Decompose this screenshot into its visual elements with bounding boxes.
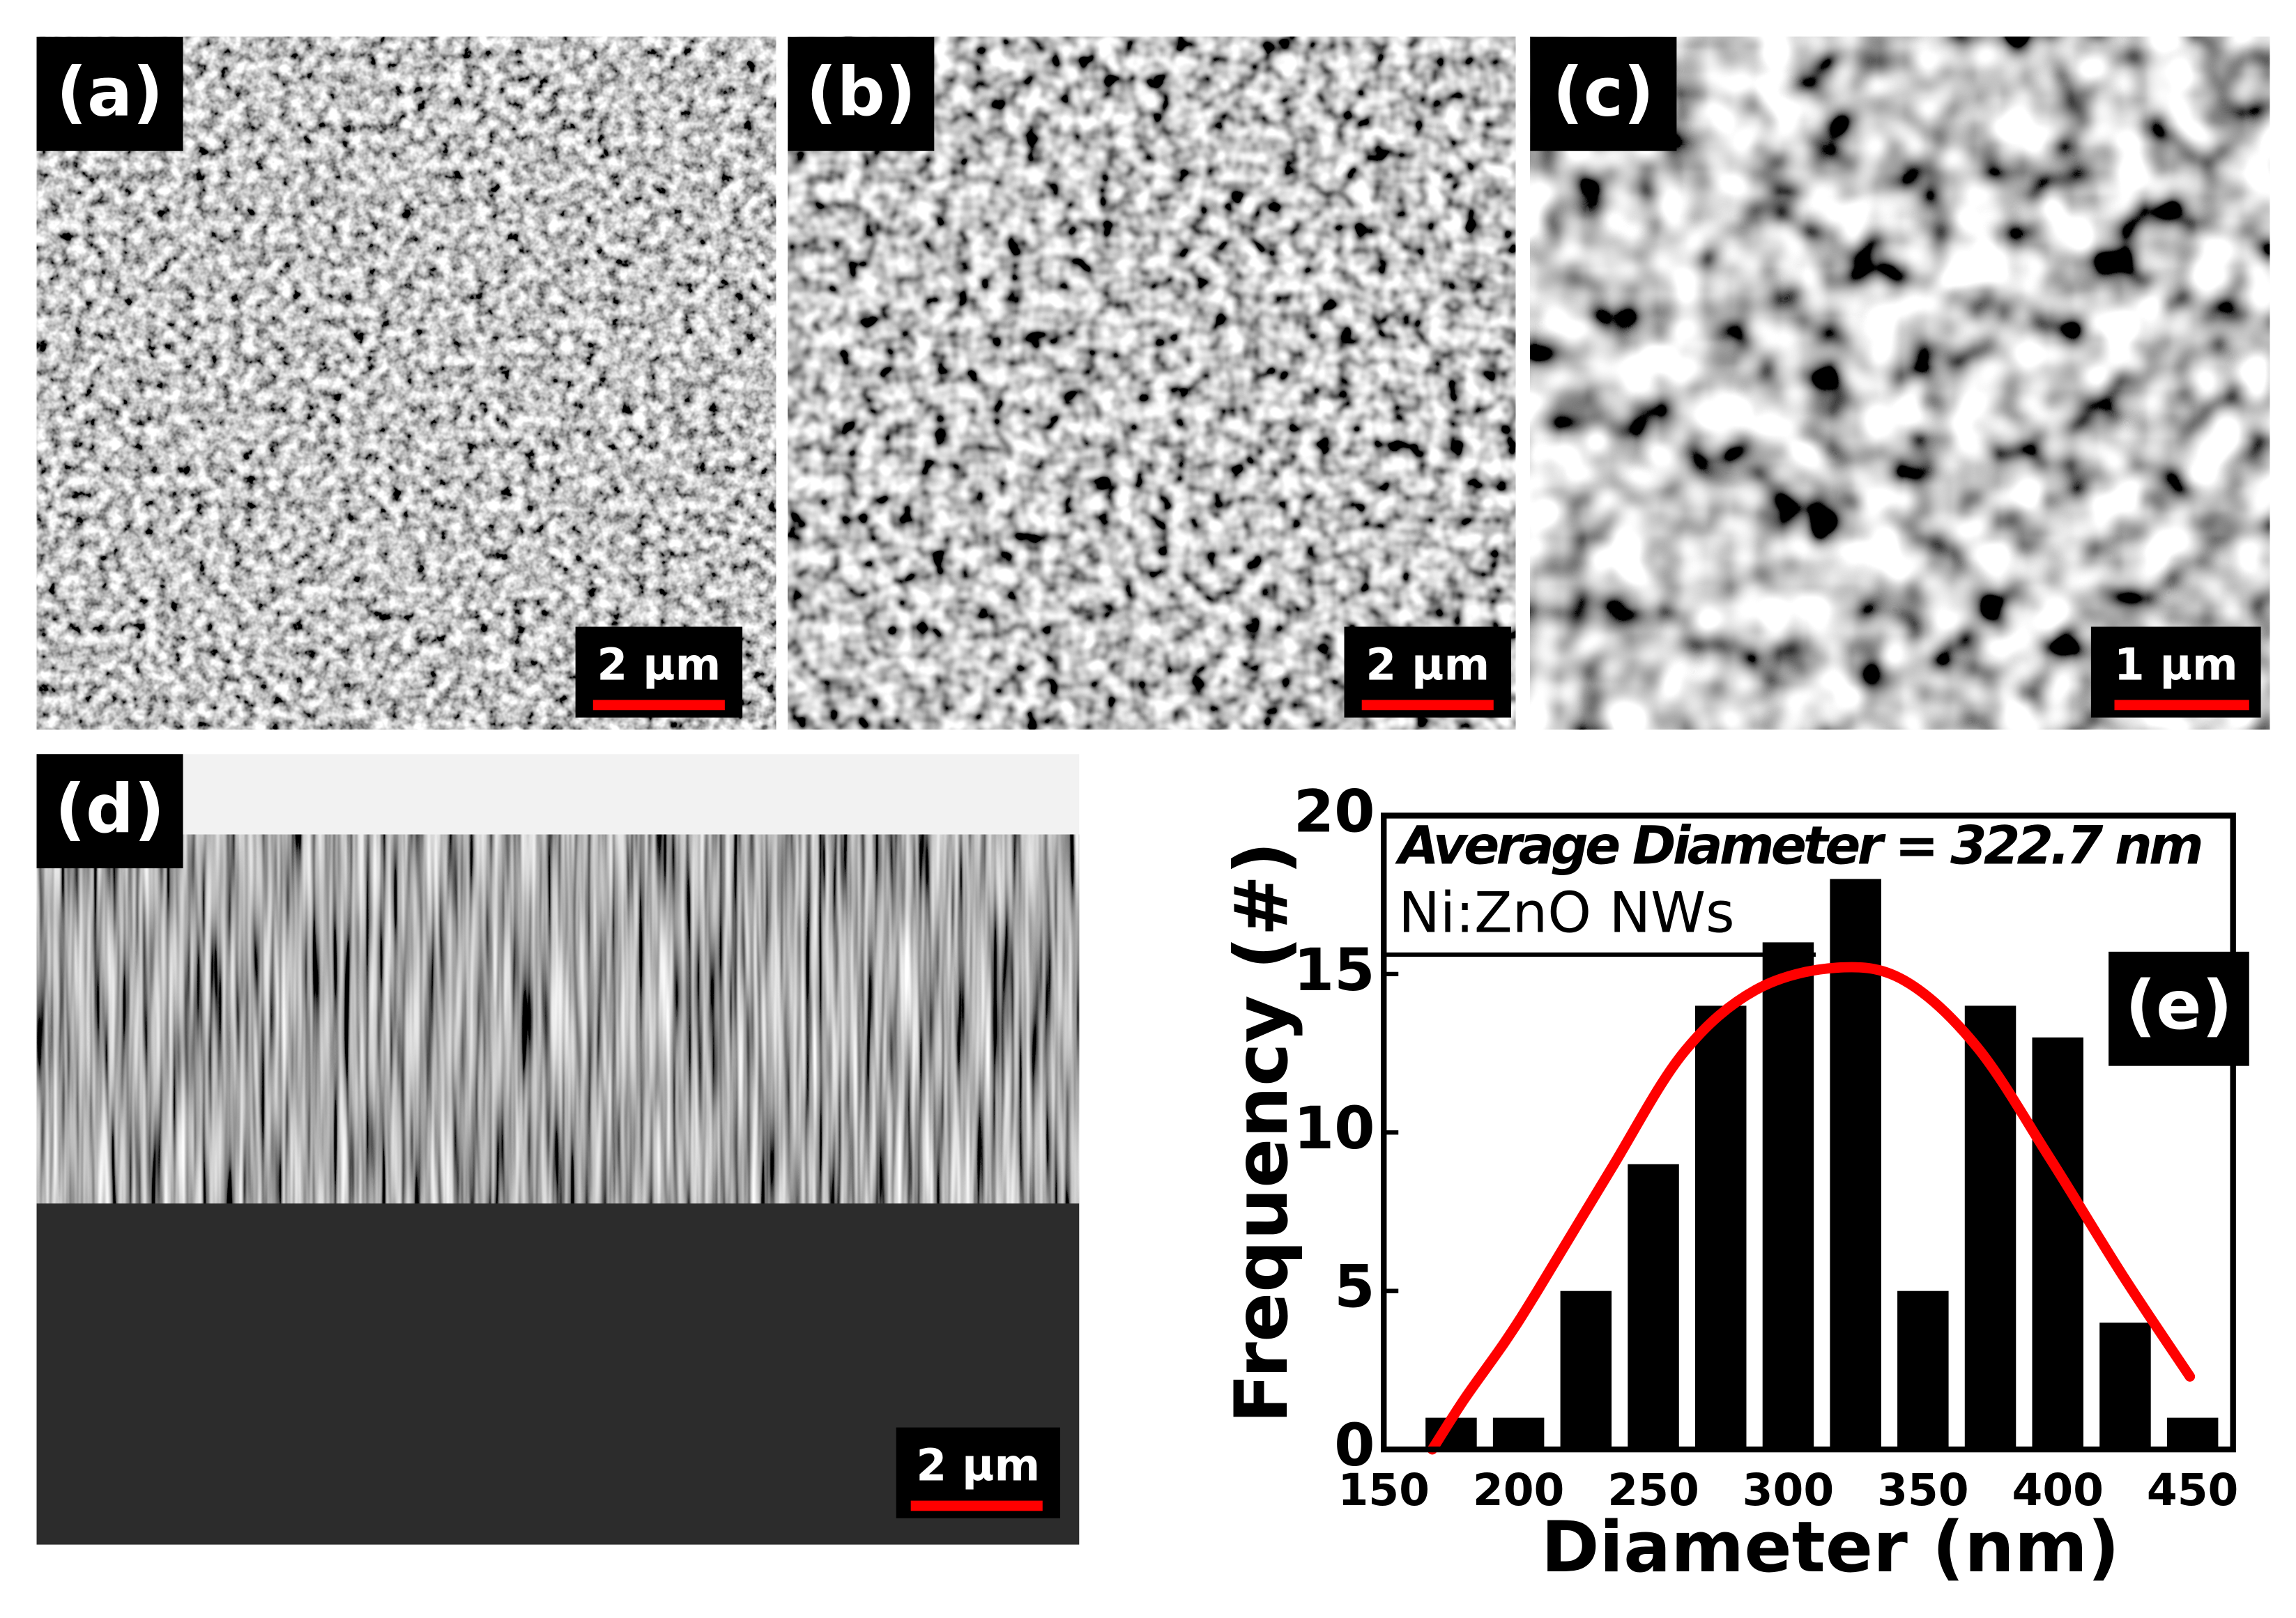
scale-bar: 2 µm — [575, 626, 743, 718]
bar — [1830, 879, 1881, 1450]
bar — [1560, 1290, 1612, 1450]
y-tick-label: 15 — [1294, 936, 1375, 1004]
sem-image — [36, 834, 1080, 1204]
bar — [2032, 1037, 2083, 1450]
bar — [1694, 1006, 1747, 1450]
panel-label-box: (d) — [36, 754, 183, 869]
sem-image — [1530, 36, 2270, 730]
x-tick-label: 250 — [1607, 1465, 1699, 1516]
sem-image — [788, 36, 1516, 730]
panel-label: (e) — [2125, 966, 2233, 1045]
bar — [1897, 1290, 1949, 1450]
panel-label: (d) — [55, 770, 165, 849]
y-tick-label: 0 — [1334, 1411, 1375, 1479]
x-tick-label: 350 — [1877, 1465, 1969, 1516]
panel-label: (b) — [806, 52, 917, 131]
annotation: Ni:ZnO NWs — [1398, 880, 1734, 945]
x-tick-label: 150 — [1338, 1465, 1430, 1516]
panel-label: (c) — [1553, 52, 1655, 131]
bar — [1762, 942, 1814, 1450]
bar — [1628, 1164, 1679, 1450]
x-tick-label: 300 — [1743, 1465, 1835, 1516]
panel-label-box — [2109, 951, 2249, 1066]
x-tick-label: 450 — [2147, 1465, 2239, 1516]
y-tick-label: 10 — [1294, 1094, 1375, 1162]
x-tick-label: 400 — [2012, 1465, 2104, 1516]
scale-bar-label: 2 µm — [916, 1440, 1040, 1490]
fit-curve — [1427, 962, 2196, 1455]
histogram-chart: 150 200 250 300 350 400 450 0 5 10 15 20 Diameter (n… — [1219, 777, 2249, 1588]
scale-bar: 2 µm — [896, 1427, 1060, 1518]
x-axis-label: Diameter (nm) — [1541, 1506, 2120, 1588]
sem-image — [36, 754, 1080, 842]
panel-label: (a) — [56, 52, 164, 131]
y-tick-label: 5 — [1334, 1253, 1375, 1321]
scale-bar: 1 µm — [2090, 626, 2261, 718]
scale-bar-label: 2 µm — [1365, 639, 1490, 690]
sem-image — [36, 36, 776, 730]
panel-label-box: (a) — [36, 36, 183, 151]
scale-bar-label: 1 µm — [2114, 639, 2238, 690]
annotation: Average Diameter = 322.7 nm — [1395, 815, 2203, 876]
bar — [2099, 1323, 2151, 1450]
y-axis-label: Frequency (#) — [1219, 842, 1304, 1424]
y-tick-label: 20 — [1294, 777, 1375, 845]
panel-label-box: (c) — [1530, 36, 1677, 151]
x-tick-label: 200 — [1473, 1465, 1565, 1516]
scale-bar-label: 2 µm — [597, 639, 721, 690]
bar — [1964, 1006, 2016, 1450]
scale-bar: 2 µm — [1344, 626, 1511, 718]
panel-label-box: (b) — [788, 36, 935, 151]
